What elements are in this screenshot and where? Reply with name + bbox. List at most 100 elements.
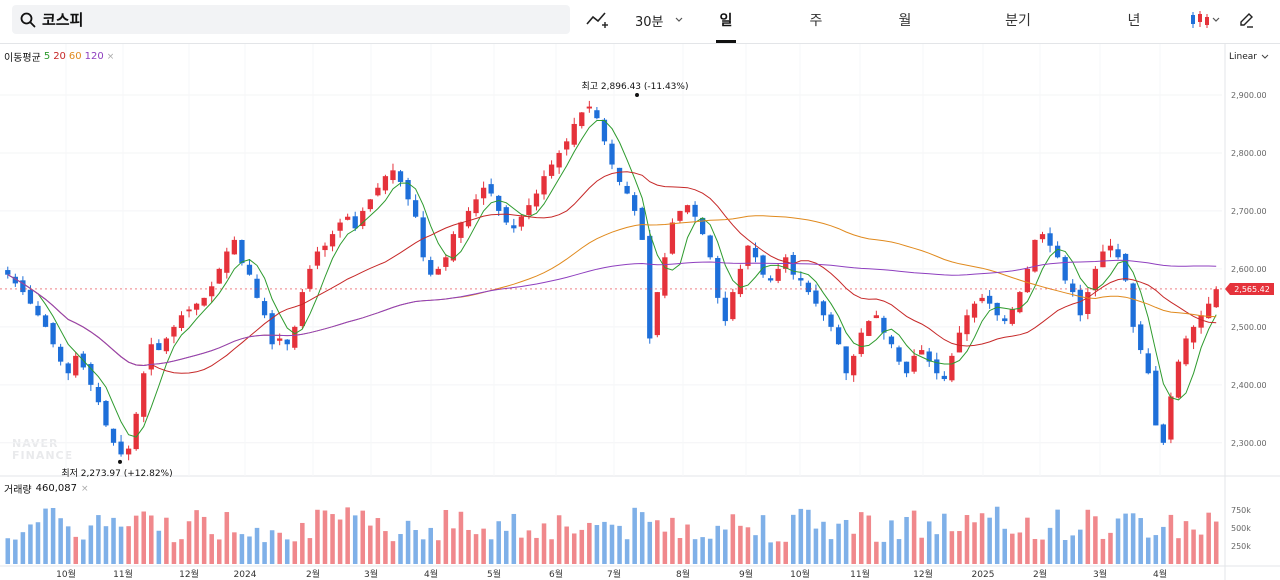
candle-body (813, 290, 819, 304)
candle-body (27, 289, 34, 304)
volume-bar (723, 529, 728, 564)
candle-body (964, 315, 970, 335)
candle-body (178, 315, 185, 329)
candle-body (458, 222, 464, 238)
volume-bar (28, 524, 33, 564)
volume-bar (949, 531, 955, 564)
x-tick-label: 5월 (487, 568, 501, 580)
volume-legend: 거래량 460,087 × (4, 481, 89, 496)
candle-body (571, 123, 577, 145)
volume-bar (934, 534, 940, 564)
candle-body (775, 268, 781, 281)
volume-bar (179, 539, 184, 564)
x-tick-label: 10월 (56, 568, 76, 580)
close-icon[interactable]: × (106, 51, 115, 62)
candle-body (254, 278, 260, 298)
candle-body (926, 351, 932, 362)
volume-bar (1198, 534, 1204, 564)
volume-bar (670, 517, 675, 564)
candle-body (919, 350, 925, 355)
candle-body (873, 315, 879, 319)
volume-bar (617, 525, 622, 564)
volume-bar (405, 520, 411, 564)
tab-quarter[interactable]: 분기 (1005, 13, 1031, 29)
candle-body (662, 257, 668, 296)
candle-body (1130, 283, 1136, 327)
candle-body (949, 355, 955, 381)
close-icon[interactable]: × (80, 483, 89, 494)
volume-title: 거래량 (4, 485, 32, 496)
chevron-down-icon (675, 17, 682, 22)
volume-bar (647, 521, 653, 564)
tab-month[interactable]: 월 (898, 13, 912, 29)
y-tick-label: 2,300.00 (1231, 439, 1267, 448)
volume-bar (753, 535, 758, 564)
candle-body (533, 193, 540, 207)
volume-bar (262, 542, 267, 564)
x-tick-label: 3월 (364, 568, 378, 580)
candle-body (73, 355, 79, 376)
candle-body (133, 413, 139, 450)
candle-body (186, 309, 192, 312)
volume-bar (1017, 532, 1023, 564)
volume-bar (715, 525, 721, 564)
volume-bar (35, 522, 41, 564)
indicator-button[interactable] (585, 8, 609, 32)
candle-body (866, 321, 872, 336)
candle-body (858, 332, 864, 355)
volume-bar (791, 514, 796, 564)
volume-bar (194, 510, 199, 564)
candle-body (480, 187, 487, 199)
candle-body (231, 239, 238, 255)
y-tick-label: 2,400.00 (1231, 381, 1267, 390)
volume-bar (685, 524, 690, 564)
volume-bar (957, 531, 962, 564)
high-marker (635, 93, 639, 98)
draw-button[interactable] (1238, 8, 1256, 32)
search-input[interactable]: 코스피 (12, 5, 570, 34)
volume-bar (368, 525, 373, 564)
chart-type-dropdown[interactable] (1188, 8, 1222, 32)
scale-dropdown[interactable]: Linear (1229, 52, 1269, 62)
volume-bar (843, 519, 849, 564)
current-price-label: 2,565.42 (1234, 285, 1270, 294)
search-icon (20, 12, 36, 27)
volume-bar (979, 513, 985, 564)
volume-bar (987, 517, 992, 564)
volume-bar (806, 509, 811, 564)
volume-bar (383, 531, 388, 564)
candle-body (125, 448, 132, 455)
volume-bar (1145, 537, 1151, 564)
x-tick-label: 3월 (1093, 568, 1107, 580)
volume-bar (1010, 533, 1015, 564)
candle-body (405, 179, 411, 200)
candle-body (835, 327, 842, 345)
price-chart[interactable]: 2,900.00 2,800.00 2,700.00 2,600.00 2,500.00… (0, 44, 1280, 580)
volume-bar (579, 529, 585, 564)
volume-bar (609, 524, 615, 564)
candle-body (382, 176, 389, 191)
x-tick-label: 2월 (306, 568, 320, 580)
top-toolbar: 코스피 30분 일 주 월 분기 년 (0, 0, 1280, 44)
x-tick-label: 7월 (607, 568, 621, 580)
candle-body (526, 205, 532, 216)
pencil-icon (1240, 13, 1253, 28)
tab-year[interactable]: 년 (1127, 13, 1141, 29)
candle-body (201, 297, 207, 306)
candle-body (956, 332, 963, 353)
interval-dropdown[interactable]: 30분 (635, 8, 686, 32)
candle-body (994, 302, 1000, 316)
volume-bar (428, 527, 433, 564)
volume-bar (1183, 521, 1189, 564)
volume-bar (919, 537, 924, 564)
tab-week[interactable]: 주 (809, 13, 823, 29)
volume-bar (1100, 538, 1106, 564)
volume-bar (896, 539, 902, 564)
tab-day[interactable]: 일 (719, 13, 733, 29)
candle-body (851, 355, 857, 376)
x-tick-label: 4월 (1153, 568, 1167, 580)
candle-body (752, 247, 759, 258)
ma20-line (7, 171, 1217, 374)
candle-body (820, 301, 827, 316)
y-tick-label: 2,700.00 (1231, 207, 1267, 216)
